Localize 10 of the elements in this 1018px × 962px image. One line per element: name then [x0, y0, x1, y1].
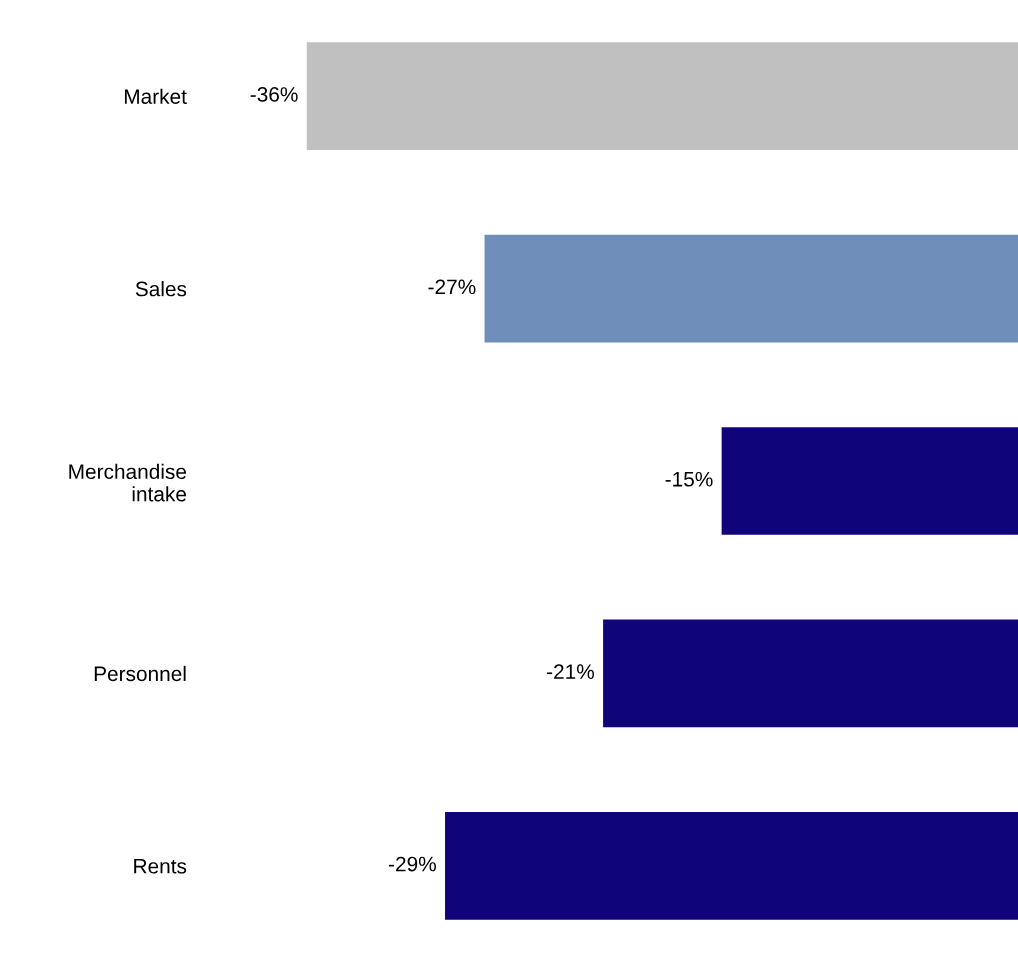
y-tick-label: Merchandise intake: [69, 463, 187, 502]
data-label: -21%: [547, 664, 595, 679]
y-tick-label: Sales: [135, 281, 187, 297]
data-label: -15%: [665, 471, 713, 487]
data-label: -27%: [428, 279, 476, 295]
data-label: -36%: [250, 87, 298, 102]
y-tick-label: Personnel: [94, 665, 186, 682]
data-label: -29%: [388, 856, 436, 872]
y-tick-label: Rents: [134, 859, 187, 874]
y-tick-label: Market: [124, 88, 187, 104]
